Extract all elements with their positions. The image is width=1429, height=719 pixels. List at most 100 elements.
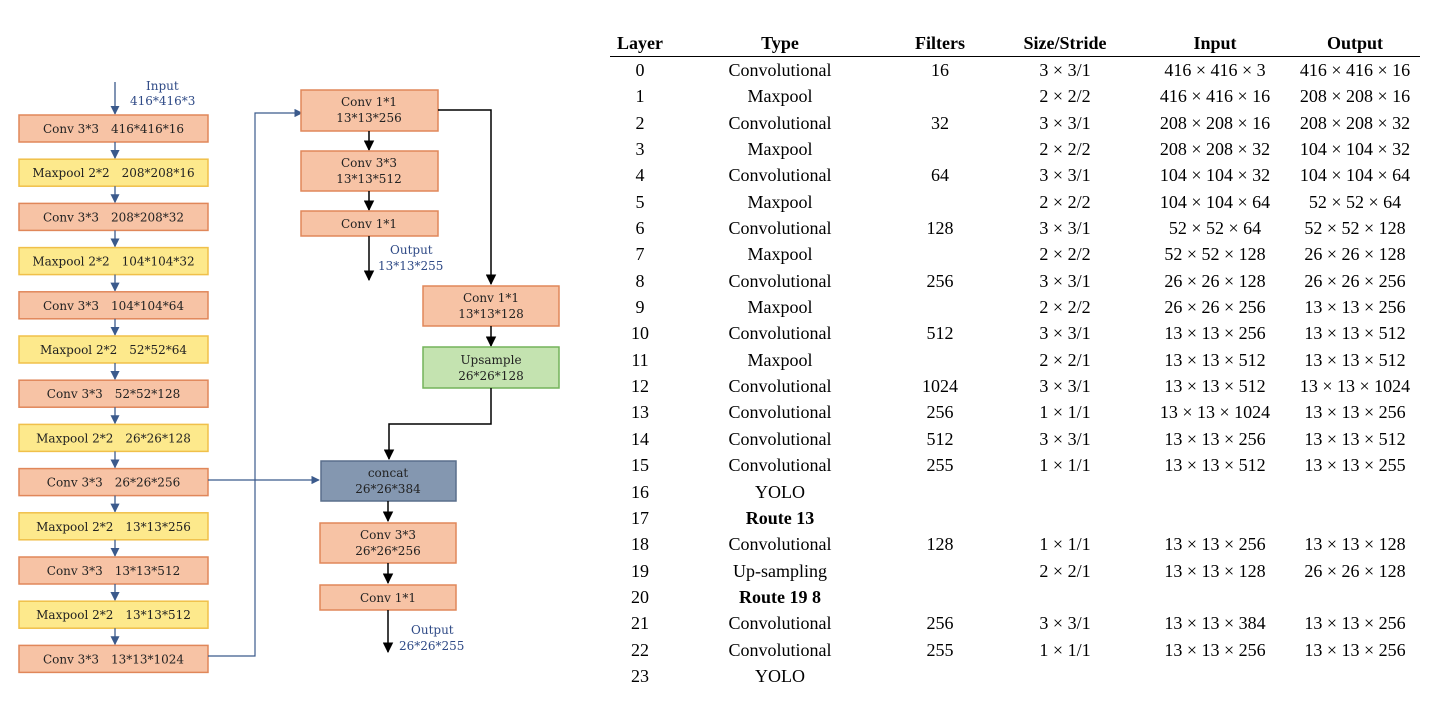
cell-layer: 19 [631,560,649,581]
cell-input: 13 × 13 × 384 [1164,613,1266,634]
backbone-block-label: Maxpool 2*2 208*208*16 [32,166,194,180]
backbone-block-label: Maxpool 2*2 13*13*256 [36,520,191,534]
cell-layer: 10 [631,323,649,344]
head2-block-1: Conv 1*1 [319,584,457,611]
table-row: 3 Maxpool 2 × 2/2 208 × 208 × 32 104 × 104 ×… [610,136,1420,162]
cell-input: 13 × 13 × 1024 [1159,402,1271,423]
output2-shape: 26*26*255 [399,639,464,653]
header-output: Output [1290,28,1420,57]
backbone-block-shape: 104*104*64 [111,299,184,313]
network-diagram: Input 416*416*3 Conv 3*3 416*416*16 Maxpoo… [18,79,560,674]
cell-filters [890,558,990,584]
cell-input [1140,663,1290,689]
cell-output: 208 × 208 × 16 [1299,86,1411,107]
head1-block-0-label: Conv 1*1 [341,95,397,109]
backbone-block-label: Conv 3*3 104*104*64 [43,299,184,313]
table-header-row: Layer Type Filters Size/Stride Input Out… [610,28,1420,57]
head1-block-1-shape: 13*13*512 [336,172,401,186]
output1-shape: 13*13*255 [378,259,443,273]
cell-layer: 0 [635,60,645,80]
backbone-block-op: Maxpool 2*2 [40,343,117,357]
backbone-block-op: Conv 3*3 [47,387,103,401]
cell-input: 104 × 104 × 32 [1159,165,1271,186]
cell-size: 3 × 3/1 [1039,613,1091,634]
upsample-to-concat-line [383,388,492,461]
cell-layer: 23 [631,665,649,686]
cell-input: 104 × 104 × 64 [1159,191,1271,212]
concat-block: concat 26*26*384 [320,460,457,502]
backbone-block-shape: 52*52*64 [129,343,187,357]
backbone-block-op: Conv 3*3 [43,122,99,136]
cell-type: Maxpool [747,297,813,318]
cell-layer: 4 [635,165,645,186]
cell-output: 13 × 13 × 512 [1304,323,1406,344]
header-input: Input [1140,28,1290,57]
header-layer: Layer [610,28,670,57]
cell-filters [890,663,990,689]
backbone-block: Maxpool 2*2 13*13*512 [18,600,209,629]
cell-type: Convolutional [728,534,832,555]
table-row: 11 Maxpool 2 × 2/1 13 × 13 × 512 13 × 13 × 5… [610,347,1420,373]
backbone-block: Maxpool 2*2 208*208*16 [18,158,209,187]
cell-type: Convolutional [728,455,832,476]
cell-layer: 20 [631,586,649,607]
cell-type: YOLO [755,665,805,686]
backbone-block-op: Maxpool 2*2 [36,608,113,622]
cell-input: 208 × 208 × 16 [1159,112,1271,133]
cell-size [990,584,1140,610]
cell-filters: 16 [931,60,949,80]
cell-output: 208 × 208 × 32 [1299,112,1411,133]
cell-filters [890,83,990,109]
cell-filters: 512 [926,428,954,449]
backbone-block-shape: 13*13*512 [115,564,180,578]
upsample-label: Upsample [460,353,521,367]
cell-type: Maxpool [747,191,813,212]
cell-size: 1 × 1/1 [1039,455,1091,476]
cell-filters [890,505,990,531]
cell-filters [890,294,990,320]
backbone-block: Conv 3*3 13*13*512 [18,556,209,585]
head1-block-2: Conv 1*1 [300,210,439,237]
cell-size: 3 × 3/1 [1039,165,1091,186]
backbone-block-label: Maxpool 2*2 52*52*64 [40,343,187,357]
cell-size: 3 × 3/1 [1039,376,1091,397]
cell-filters: 255 [926,639,954,660]
cell-input: 13 × 13 × 256 [1164,323,1266,344]
cell-output: 104 × 104 × 64 [1299,165,1411,186]
cell-output: 13 × 13 × 256 [1304,297,1406,318]
table-row: 16 YOLO [610,479,1420,505]
backbone-block-label: Conv 3*3 13*13*1024 [43,652,184,666]
backbone-block: Maxpool 2*2 26*26*128 [18,423,209,453]
cell-type: Maxpool [747,86,813,107]
backbone-block: Maxpool 2*2 13*13*256 [18,512,209,541]
cell-layer: 11 [631,349,649,370]
cell-output: 13 × 13 × 256 [1304,613,1406,634]
route-line-backbone-to-head [208,108,303,657]
backbone-block-shape: 26*26*128 [125,431,190,445]
cell-layer: 15 [631,455,649,476]
cell-output: 13 × 13 × 512 [1304,349,1406,370]
cell-input: 13 × 13 × 256 [1164,534,1266,555]
cell-input [1140,479,1290,505]
cell-type: Maxpool [747,349,813,370]
cell-size: 2 × 2/1 [1039,349,1091,370]
backbone-block-op: Maxpool 2*2 [32,255,109,269]
cell-layer: 3 [635,139,645,160]
cell-input: 52 × 52 × 128 [1164,244,1266,265]
cell-filters: 256 [926,613,954,634]
layer-table-container: Layer Type Filters Size/Stride Input Out… [610,28,1420,689]
cell-filters: 1024 [922,376,958,397]
table-row: 4 Convolutional 64 3 × 3/1 104 × 104 × 32 104… [610,162,1420,188]
cell-output: 13 × 13 × 512 [1304,428,1406,449]
head2-block-0-shape: 26*26*256 [355,544,420,558]
backbone-block-label: Conv 3*3 13*13*512 [47,564,180,578]
cell-filters: 128 [926,534,954,555]
cell-input: 13 × 13 × 256 [1164,428,1266,449]
layer-table: Layer Type Filters Size/Stride Input Out… [610,28,1420,689]
cell-filters: 64 [931,165,949,186]
backbone-block: Maxpool 2*2 52*52*64 [18,335,209,364]
cell-type: Convolutional [728,270,832,291]
cell-input [1140,505,1290,531]
backbone-block: Conv 3*3 26*26*256 [18,467,209,497]
cell-type: Up-sampling [733,560,827,581]
